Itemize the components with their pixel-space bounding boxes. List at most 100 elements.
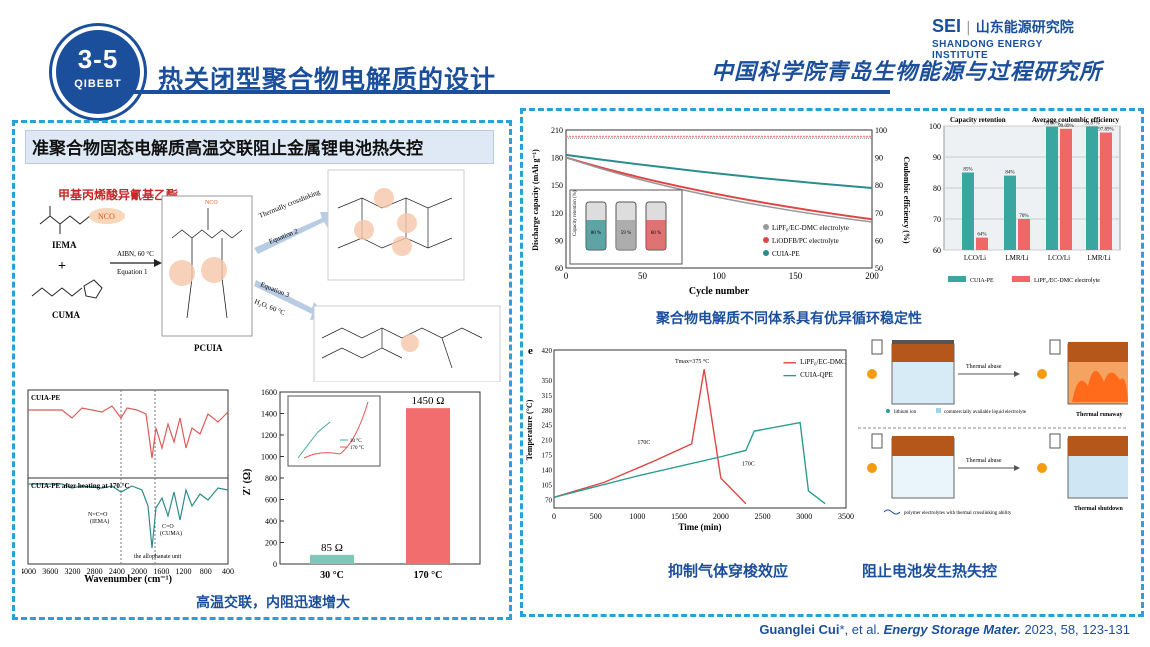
left-caption: 高温交联，内阻迅速增大 bbox=[196, 595, 350, 611]
ftir-trace-top bbox=[28, 405, 229, 459]
arrow-bottom: Thermal abuse bbox=[958, 458, 1020, 471]
cycling-caption: 聚合物电解质不同体系具有优异循环稳定性 bbox=[656, 311, 922, 327]
ftir-xtick: 3600 bbox=[42, 567, 58, 576]
temp-ytick: 420 bbox=[542, 347, 553, 355]
bar3d-bar-lipf6 bbox=[1100, 132, 1112, 250]
bar3d-legend-swatch1 bbox=[948, 276, 966, 282]
cyc-xtick: 200 bbox=[865, 271, 879, 281]
ftir-ann-nco: N=C=O bbox=[88, 512, 108, 518]
cyc-inset-fill bbox=[616, 220, 636, 250]
temp-ylabel: Temperature (°C) bbox=[525, 399, 534, 460]
bar3d-bar-cuia bbox=[1004, 175, 1016, 250]
cyc-legend-label: LiODFB/PC electrolyte bbox=[772, 237, 839, 245]
shutdown-label: Thermal shutdown bbox=[1074, 506, 1124, 512]
bar3d-bar-lipf6 bbox=[1018, 219, 1030, 250]
temp-ytick: 315 bbox=[542, 392, 553, 400]
page-title: 热关闭型聚合物电解质的设计 bbox=[158, 65, 497, 94]
bar3d-label-cuia: 85% bbox=[963, 168, 972, 173]
temp-panel-letter: e bbox=[528, 345, 533, 357]
ftir-xtick: 2000 bbox=[131, 567, 147, 576]
temp-legend2: CUIA-QPE bbox=[800, 371, 833, 379]
temp-xlabel: Time (min) bbox=[678, 522, 721, 532]
cyc-ytick-right: 100 bbox=[875, 126, 887, 135]
ftir-chart: CUIA-PE CUIA-PE after heating at 170 °C N=… bbox=[22, 389, 234, 584]
cyc-inset-fill bbox=[646, 220, 666, 250]
bar3d-legend-swatch2 bbox=[1012, 276, 1030, 282]
ftir-ann-co: C=O bbox=[162, 524, 174, 530]
temp-series-lipf6 bbox=[553, 369, 747, 505]
temp-ytick: 350 bbox=[542, 377, 553, 385]
cyc-series-cuia bbox=[565, 153, 873, 189]
temp-ytick: 245 bbox=[542, 422, 553, 430]
rchart-bar-label: 85 Ω bbox=[321, 542, 343, 554]
temp-ytick: 70 bbox=[545, 496, 553, 504]
temp-series-cuia bbox=[553, 421, 826, 505]
ftir-xtick: 400 bbox=[222, 567, 234, 576]
cyc-ytick-right: 60 bbox=[875, 236, 883, 245]
cyc-ytick-left: 210 bbox=[551, 126, 563, 135]
cyc-ytick-left: 150 bbox=[551, 181, 563, 190]
pcuia-label: PCUIA bbox=[194, 343, 223, 353]
sei-cn: 山东能源研究院 bbox=[975, 20, 1074, 36]
temperature-chart: e 0 500 1000 1500 2000 2500 3000 3500 70 105 140 175… bbox=[525, 345, 854, 532]
temp-annot-170b: 170C bbox=[742, 461, 755, 467]
left-panel bbox=[12, 120, 512, 620]
schematic-caption: 阻止电池发生热失控 bbox=[862, 562, 998, 580]
ftir-xtick: 3200 bbox=[64, 567, 80, 576]
ftir-ann-co2: (CUMA) bbox=[160, 530, 182, 537]
cell-runaway bbox=[1037, 339, 1131, 405]
cuma-structure bbox=[31, 279, 103, 299]
cell-shutdown bbox=[1037, 433, 1131, 499]
rchart-inset-170 bbox=[303, 401, 369, 459]
rchart-ytick: 1400 bbox=[261, 410, 277, 419]
h2o-label: H₂O, 60 °C bbox=[253, 297, 286, 317]
bar3d-bar-lipf6 bbox=[976, 237, 988, 250]
cycling-chart: 0 50 100 150 200 60 90 120 150 180 210 50 60 70 80 90 10… bbox=[531, 126, 911, 297]
plus-sign: + bbox=[58, 259, 66, 274]
cell-normal-bottom bbox=[867, 433, 955, 499]
ref-journal: Energy Storage Mater. bbox=[883, 622, 1021, 637]
temp-ytick: 105 bbox=[542, 482, 553, 490]
temp-frame bbox=[553, 349, 847, 509]
cyc-legend-marker bbox=[763, 224, 769, 230]
ref-author: Guanglei Cui bbox=[759, 622, 840, 637]
temp-xtick: 0 bbox=[552, 512, 556, 521]
rchart-ytick: 1000 bbox=[261, 453, 277, 462]
cyc-ytick-right: 70 bbox=[875, 209, 883, 218]
bar3d-bar-cuia bbox=[1086, 126, 1098, 250]
rchart-xtick: 170 °C bbox=[414, 570, 443, 581]
cyc-ytick-left: 180 bbox=[551, 154, 563, 163]
ftir-frame bbox=[27, 389, 229, 565]
cas-calligraphy: 中国科学院青岛生物能源与过程研究所 bbox=[710, 59, 1102, 85]
reaction-scheme: NCO IEMA + CUMA AIBN, 60 °C Equation 1 N… bbox=[31, 169, 501, 382]
temp-ytick: 140 bbox=[542, 467, 553, 475]
ftir-xtick: 1200 bbox=[176, 567, 192, 576]
bar3d-ytick: 60 bbox=[933, 246, 941, 255]
cyc-inset-value: 60 % bbox=[651, 231, 661, 236]
cyc-inset-value: 59 % bbox=[621, 231, 631, 236]
monomer-name: 甲基丙烯酸异氰基乙酯 bbox=[58, 188, 179, 202]
ftir-xtick: 2400 bbox=[109, 567, 125, 576]
subtitle-box bbox=[25, 130, 494, 164]
cyc-inset-fill bbox=[586, 220, 606, 250]
ftir-xtick: 2800 bbox=[87, 567, 103, 576]
temp-legend1: LiPF₆/EC-DMC bbox=[800, 358, 846, 366]
rchart-ytick: 1600 bbox=[261, 388, 277, 397]
bar3d-label-lipf6: 70% bbox=[1019, 214, 1028, 219]
bar3d-legend2: LiPF₆/EC-DMC electrolyte bbox=[1034, 278, 1100, 284]
bar3d-label-cuia: 99.80% bbox=[1044, 122, 1059, 127]
rchart-ylabel: Z' (Ω) bbox=[242, 469, 253, 496]
cyc-ytick-right: 50 bbox=[875, 264, 883, 273]
badge-number: 3-5 bbox=[77, 44, 119, 74]
bar3d-label-cuia: 84% bbox=[1005, 171, 1014, 176]
cyc-xtick: 150 bbox=[789, 271, 803, 281]
temp-xtick: 500 bbox=[590, 512, 602, 521]
aibn-label: AIBN, 60 °C bbox=[117, 250, 154, 258]
runaway-label: Thermal runaway bbox=[1076, 412, 1123, 418]
cyc-legend-label: CUIA-PE bbox=[772, 250, 800, 258]
bar3d-label-lipf6: 97.89% bbox=[1098, 128, 1113, 133]
rchart-ytick: 400 bbox=[265, 517, 277, 526]
legend-li: lithium ion bbox=[894, 410, 917, 415]
reference: Guanglei Cui*, et al. Energy Storage Mat… bbox=[759, 622, 1130, 637]
rchart-ytick: 1200 bbox=[261, 431, 277, 440]
